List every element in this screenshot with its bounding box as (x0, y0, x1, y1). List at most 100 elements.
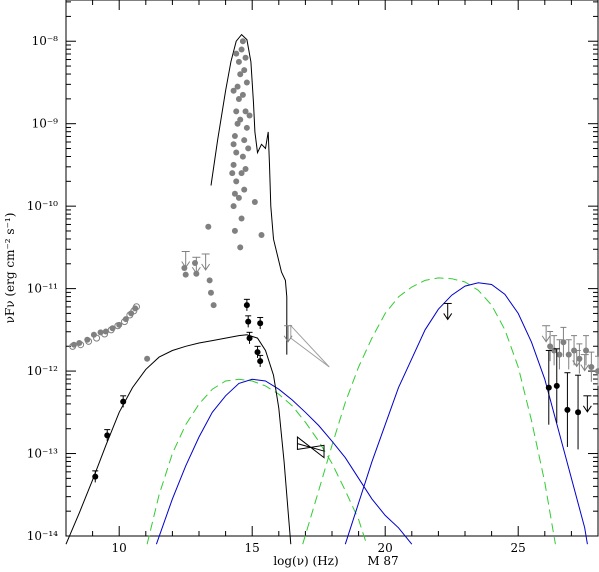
grey-filled-point (182, 271, 189, 278)
x-tick-label: 10 (112, 541, 127, 555)
grey-filled-point (243, 79, 250, 86)
grey-xray-wedge (290, 324, 330, 368)
grey-filled-point (210, 302, 217, 309)
grey-filled-point (230, 161, 237, 168)
grey-filled-point (242, 108, 249, 115)
grey-vhe-point (595, 368, 599, 375)
grey-vhe-point (556, 351, 563, 358)
grey-filled-point (238, 46, 245, 53)
grey-filled-point (132, 305, 139, 312)
y-tick-label: 10⁻¹³ (27, 447, 58, 461)
grey-filled-point (109, 325, 116, 332)
grey-filled-point (258, 232, 265, 239)
grey-filled-point (230, 203, 237, 210)
grey-filled-point (243, 124, 250, 131)
grey-vhe-point (583, 347, 590, 354)
grey-filled-point (128, 310, 135, 317)
blue-model-curve (155, 378, 413, 545)
grey-filled-point (70, 341, 77, 348)
upper-limit-arrow (443, 303, 453, 321)
grey-filled-point (237, 116, 244, 123)
y-tick-label: 10⁻¹¹ (27, 282, 58, 296)
green-dashed-model-curve (302, 277, 556, 545)
chart-annotation: M 87 (367, 554, 398, 568)
black-point (545, 384, 552, 391)
y-tick-label: 10⁻¹⁰ (27, 199, 58, 213)
grey-filled-point (239, 38, 246, 45)
green-dashed-model-curve (146, 378, 368, 545)
model-curves (65, 33, 588, 545)
grey-vhe-point (565, 351, 572, 358)
grey-filled-point (206, 277, 213, 284)
grey-filled-point (245, 145, 252, 152)
upper-limit-arrow (201, 253, 211, 271)
grey-filled-point (251, 199, 258, 206)
grey-filled-point (230, 87, 237, 94)
grey-vhe-point (560, 339, 567, 346)
upper-limit-arrow (582, 395, 592, 413)
black-point (246, 335, 253, 342)
upper-limit-arrow (191, 257, 201, 275)
grey-filled-point (235, 58, 242, 65)
grey-filled-point (231, 227, 238, 234)
axis-tick-labels: 10 15 20 25 10⁻¹⁴ 10⁻¹³ 10⁻¹² 10⁻¹¹ 10⁻¹⁰ 10⁻⁹ 10⁻… (27, 34, 526, 555)
black-point (564, 406, 571, 413)
grey-filled-point (231, 133, 238, 140)
black-point (243, 302, 250, 309)
grey-filled-point (233, 178, 240, 185)
y-tick-label: 10⁻⁹ (32, 117, 59, 131)
xray-bowtie (296, 436, 325, 459)
grey-vhe-point (571, 347, 578, 354)
grey-filled-point (241, 67, 248, 74)
grey-filled-point (242, 166, 249, 173)
x-tick-label: 25 (511, 541, 526, 555)
grey-filled-point (122, 316, 129, 323)
data-points (69, 38, 599, 483)
black-point (257, 320, 264, 327)
upper-limit-arrow (580, 354, 590, 372)
grey-filled-point (233, 50, 240, 57)
black-point (92, 473, 99, 480)
grey-filled-point (238, 170, 245, 177)
xray-bowtie-center (297, 443, 325, 452)
grey-filled-point (90, 331, 97, 338)
blue-model-curve (344, 282, 588, 545)
grey-filled-point (230, 141, 237, 148)
grey-filled-point (238, 215, 245, 222)
grey-filled-point (192, 260, 199, 267)
grey-filled-point (229, 170, 236, 177)
grey-filled-point (233, 149, 240, 156)
grey-filled-point (102, 328, 109, 335)
grey-filled-point (239, 91, 246, 98)
grey-filled-point (97, 329, 104, 336)
grey-vhe-point (576, 355, 583, 362)
y-tick-label: 10⁻⁸ (32, 34, 59, 48)
y-axis-label: νFν (erg cm⁻² s⁻¹) (3, 213, 17, 324)
upper-limit-arrow (541, 325, 551, 343)
grey-vhe-point (547, 343, 554, 350)
grey-filled-point (144, 355, 151, 362)
grey-filled-point (235, 95, 242, 102)
grey-filled-point (116, 321, 123, 328)
grey-filled-point (76, 340, 83, 347)
plot-frame (65, 0, 599, 537)
grey-filled-point (246, 112, 253, 119)
grey-filled-point (237, 244, 244, 251)
grey-filled-point (234, 83, 241, 90)
grey-filled-point (84, 336, 91, 343)
upper-limit-arrow (283, 325, 293, 343)
black-point (104, 432, 111, 439)
black-thin-model-curve (210, 33, 288, 355)
grey-filled-point (207, 289, 214, 296)
grey-filled-point (233, 108, 240, 115)
black-point (553, 382, 560, 389)
grey-filled-point (205, 223, 212, 230)
black-point (254, 349, 261, 356)
y-tick-label: 10⁻¹⁴ (27, 529, 58, 543)
axis-ticks (65, 0, 599, 537)
x-axis-label: log(ν) (Hz) (273, 554, 338, 568)
black-point (120, 398, 127, 405)
grey-filled-point (237, 71, 244, 78)
black-model-curve (65, 334, 292, 545)
